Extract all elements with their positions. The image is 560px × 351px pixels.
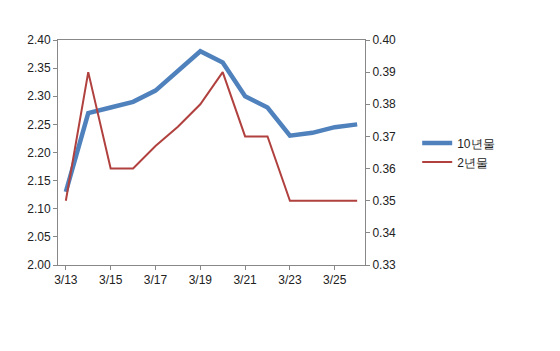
svg-text:0.36: 0.36 [372, 162, 396, 176]
svg-text:0.37: 0.37 [372, 130, 396, 144]
svg-text:2.40: 2.40 [27, 33, 51, 47]
svg-text:2.15: 2.15 [27, 174, 51, 188]
svg-text:2.00: 2.00 [27, 258, 51, 272]
svg-text:2.35: 2.35 [27, 61, 51, 75]
svg-text:3/23: 3/23 [278, 273, 302, 287]
svg-text:0.35: 0.35 [372, 194, 396, 208]
svg-text:3/17: 3/17 [144, 273, 168, 287]
svg-text:0.39: 0.39 [372, 65, 396, 79]
svg-text:2.30: 2.30 [27, 89, 51, 103]
svg-text:3/19: 3/19 [189, 273, 213, 287]
svg-text:2.10: 2.10 [27, 202, 51, 216]
svg-text:2년물: 2년물 [457, 156, 488, 170]
svg-text:3/21: 3/21 [233, 273, 257, 287]
svg-text:3/25: 3/25 [323, 273, 347, 287]
svg-text:0.38: 0.38 [372, 97, 396, 111]
svg-text:10년물: 10년물 [457, 137, 494, 151]
svg-text:2.25: 2.25 [27, 118, 51, 132]
svg-text:3/13: 3/13 [54, 273, 78, 287]
svg-text:0.40: 0.40 [372, 33, 396, 47]
svg-text:0.33: 0.33 [372, 258, 396, 272]
svg-text:3/15: 3/15 [99, 273, 123, 287]
svg-text:2.05: 2.05 [27, 230, 51, 244]
svg-text:0.34: 0.34 [372, 226, 396, 240]
svg-text:2.20: 2.20 [27, 146, 51, 160]
